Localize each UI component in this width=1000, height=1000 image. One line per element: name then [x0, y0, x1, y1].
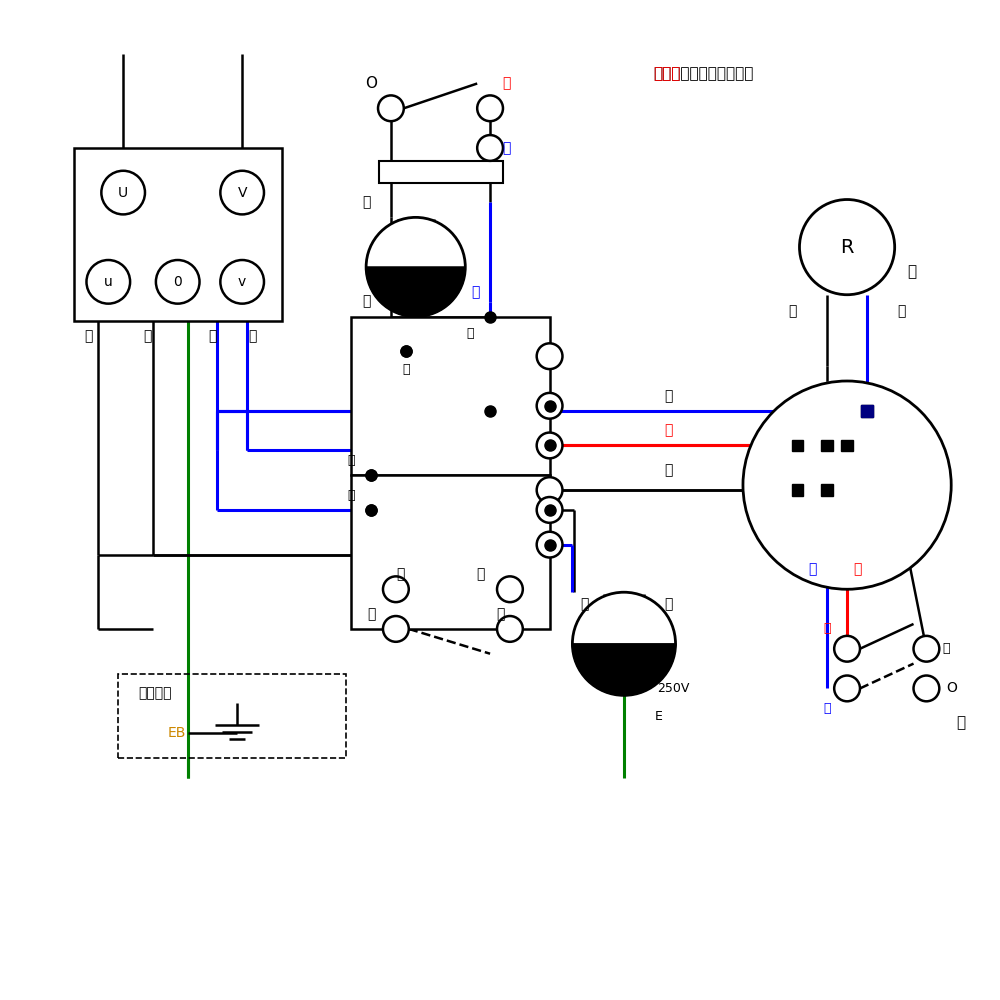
Text: 赤文字：どちらでも良い: 赤文字：どちらでも良い	[654, 66, 754, 81]
Bar	[74, 148, 282, 321]
Text: U: U	[118, 186, 128, 200]
Bar	[351, 475, 550, 629]
Polygon shape	[572, 644, 676, 695]
Circle shape	[537, 532, 562, 558]
Circle shape	[537, 497, 562, 523]
Text: 250V: 250V	[657, 682, 690, 695]
Text: ク: ク	[144, 329, 152, 343]
Circle shape	[383, 576, 409, 602]
Text: シ: シ	[248, 329, 256, 343]
Text: ア: ア	[853, 562, 861, 576]
Circle shape	[799, 200, 895, 295]
Circle shape	[220, 171, 264, 214]
Text: v: v	[238, 275, 246, 289]
Text: シ: シ	[476, 567, 484, 581]
Text: 小: 小	[402, 363, 410, 376]
Circle shape	[220, 260, 264, 304]
Text: 施工省略: 施工省略	[138, 686, 172, 700]
Text: O: O	[365, 76, 377, 91]
Bar	[792, 440, 803, 451]
Bar	[861, 405, 873, 417]
Text: シ: シ	[897, 305, 906, 319]
Text: V: V	[237, 186, 247, 200]
Circle shape	[537, 433, 562, 458]
Circle shape	[497, 616, 523, 642]
Text: 赤文字: 赤文字	[654, 66, 681, 81]
Text: シ: シ	[824, 702, 831, 715]
Text: シ: シ	[808, 562, 817, 576]
Text: ク: ク	[943, 642, 950, 655]
Text: ク: ク	[580, 597, 588, 611]
Circle shape	[477, 135, 503, 161]
Circle shape	[914, 676, 939, 701]
Text: イ: イ	[907, 264, 916, 279]
Bar	[861, 405, 873, 417]
Text: シ: シ	[664, 389, 673, 403]
Circle shape	[366, 217, 465, 317]
Circle shape	[914, 636, 939, 662]
Text: ア: ア	[664, 424, 673, 438]
Circle shape	[497, 576, 523, 602]
Text: シ: シ	[397, 567, 405, 581]
Text: ク: ク	[788, 305, 797, 319]
Text: ク: ク	[362, 295, 370, 309]
Text: ク: ク	[496, 607, 504, 621]
Circle shape	[834, 676, 860, 701]
Circle shape	[156, 260, 200, 304]
Text: シ: シ	[503, 141, 511, 155]
Text: ク: ク	[362, 195, 370, 209]
Text: シ: シ	[471, 285, 479, 299]
Bar	[841, 440, 853, 451]
Text: ク: ク	[664, 463, 673, 477]
Circle shape	[743, 381, 951, 589]
Bar	[821, 484, 833, 496]
Bar	[379, 161, 503, 183]
Text: u: u	[104, 275, 113, 289]
Text: EB: EB	[168, 726, 186, 740]
Text: 小: 小	[348, 454, 355, 467]
Circle shape	[572, 592, 676, 695]
Circle shape	[86, 260, 130, 304]
Text: イ: イ	[957, 716, 966, 731]
Circle shape	[834, 636, 860, 662]
Text: 小: 小	[348, 489, 355, 502]
Text: ク: ク	[367, 607, 375, 621]
Text: 0: 0	[173, 275, 182, 289]
Text: シ: シ	[664, 597, 673, 611]
Text: O: O	[946, 681, 957, 695]
Circle shape	[378, 95, 404, 121]
Text: E: E	[655, 710, 663, 723]
Text: ク: ク	[503, 76, 511, 90]
Bar	[118, 674, 346, 758]
Circle shape	[537, 477, 562, 503]
Text: シ: シ	[208, 329, 217, 343]
Polygon shape	[366, 267, 465, 317]
Bar	[792, 484, 803, 496]
Circle shape	[383, 616, 409, 642]
Bar	[351, 317, 550, 475]
Text: 小: 小	[467, 327, 474, 340]
Bar	[821, 440, 833, 451]
Circle shape	[101, 171, 145, 214]
Text: ア: ア	[824, 622, 831, 635]
Circle shape	[537, 393, 562, 419]
Circle shape	[477, 95, 503, 121]
Text: ク: ク	[84, 329, 93, 343]
Circle shape	[537, 343, 562, 369]
Text: R: R	[840, 238, 854, 257]
